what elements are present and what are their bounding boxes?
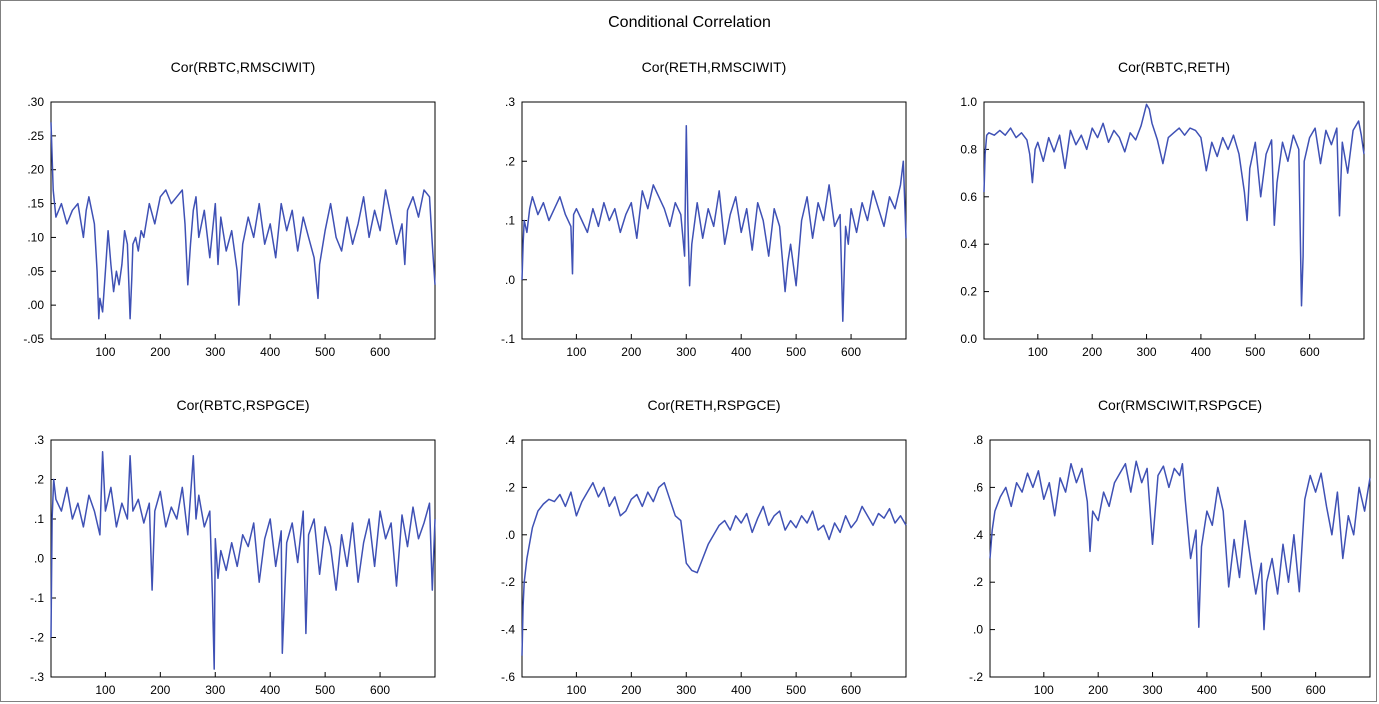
x-tick-label: 500 (315, 345, 335, 359)
y-tick-label: .15 (27, 197, 44, 211)
y-tick-label: .3 (34, 433, 44, 447)
y-tick-label: 0.6 (960, 190, 977, 204)
y-tick-label: .0 (34, 552, 44, 566)
chart-panel-2: Cor(RETH,RMSCIWIT) -.1 .0 .1 .2 .3 100 200 300 40… (501, 59, 907, 359)
y-tick-label: .2 (505, 480, 515, 494)
y-tick-label: 0.0 (960, 332, 977, 346)
series-line (983, 103, 1365, 307)
y-tick-label: .6 (973, 480, 983, 494)
x-tick-label: 400 (1197, 683, 1217, 697)
y-tick-label: -.2 (30, 631, 44, 645)
y-tick-label: -.05 (23, 332, 44, 346)
y-tick-label: -.3 (30, 670, 44, 684)
plot-frame (50, 101, 436, 340)
plot-frame (50, 439, 436, 678)
y-tick-label: .3 (505, 95, 515, 109)
y-tick-label: -.2 (501, 575, 515, 589)
x-tick-label: 400 (1191, 345, 1211, 359)
plot-frame (521, 439, 907, 678)
x-tick-label: 100 (566, 683, 586, 697)
y-tick-label: .10 (27, 230, 44, 244)
x-tick-label: 600 (370, 683, 390, 697)
y-tick-label: -.2 (969, 670, 983, 684)
y-tick-label: .00 (27, 298, 44, 312)
x-tick-label: 600 (841, 345, 861, 359)
y-tick-label: .0 (505, 273, 515, 287)
x-tick-label: 500 (315, 683, 335, 697)
x-tick-label: 500 (1245, 345, 1265, 359)
x-tick-label: 100 (1028, 345, 1048, 359)
x-tick-label: 600 (1306, 683, 1326, 697)
y-tick-label: .4 (973, 528, 983, 542)
y-tick-label: .8 (973, 433, 983, 447)
y-tick-label: .0 (973, 623, 983, 637)
x-tick-label: 200 (150, 683, 170, 697)
x-tick-label: 300 (676, 683, 696, 697)
x-tick-label: 400 (731, 345, 751, 359)
x-tick-label: 200 (1082, 345, 1102, 359)
x-tick-label: 300 (1137, 345, 1157, 359)
x-tick-label: 200 (1088, 683, 1108, 697)
chart-panel-4: Cor(RBTC,RSPGCE) -.3 -.2 -.1 .0 .1 .2 .3 100 200 3… (30, 397, 436, 697)
chart-panel-5: Cor(RETH,RSPGCE) -.6 -.4 -.2 .0 .2 .4 100 200 300… (501, 397, 907, 697)
series-line (521, 124, 907, 322)
x-tick-label: 300 (676, 345, 696, 359)
y-tick-label: .2 (505, 154, 515, 168)
panel-title: Cor(RBTC,RETH) (1118, 59, 1230, 75)
series-line (50, 122, 436, 320)
y-tick-label: .20 (27, 163, 44, 177)
y-tick-label: 0.4 (960, 237, 977, 251)
series-line (50, 451, 436, 670)
y-tick-label: 0.8 (960, 142, 977, 156)
x-tick-label: 300 (205, 345, 225, 359)
panel-title: Cor(RETH,RSPGCE) (647, 397, 780, 413)
series-line (521, 481, 907, 656)
panel-title: Cor(RMSCIWIT,RSPGCE) (1098, 397, 1262, 413)
x-tick-label: 500 (1251, 683, 1271, 697)
y-tick-label: .0 (505, 528, 515, 542)
figure-title: Conditional Correlation (608, 14, 771, 31)
y-tick-label: .1 (505, 214, 515, 228)
x-tick-label: 600 (1300, 345, 1320, 359)
y-tick-label: .30 (27, 95, 44, 109)
y-tick-label: -.6 (501, 670, 515, 684)
chart-panel-3: Cor(RBTC,RETH) 0.0 0.2 0.4 0.6 0.8 1.0 100 200 30… (960, 59, 1365, 359)
panel-title: Cor(RETH,RMSCIWIT) (642, 59, 787, 75)
y-tick-label: .2 (34, 473, 44, 487)
y-tick-label: .25 (27, 129, 44, 143)
y-tick-label: .05 (27, 264, 44, 278)
y-tick-label: -.1 (30, 591, 44, 605)
y-tick-label: 1.0 (960, 95, 977, 109)
x-tick-label: 100 (95, 345, 115, 359)
panel-title: Cor(RBTC,RMSCIWIT) (171, 59, 316, 75)
x-tick-label: 200 (621, 345, 641, 359)
series-line (989, 460, 1371, 631)
y-tick-label: -.1 (501, 332, 515, 346)
x-tick-label: 300 (205, 683, 225, 697)
x-tick-label: 100 (95, 683, 115, 697)
y-tick-label: -.4 (501, 623, 515, 637)
x-tick-label: 200 (150, 345, 170, 359)
x-tick-label: 600 (370, 345, 390, 359)
x-tick-label: 400 (731, 683, 751, 697)
plot-frame (983, 101, 1365, 340)
x-tick-label: 600 (841, 683, 861, 697)
x-tick-label: 400 (260, 683, 280, 697)
y-tick-label: 0.2 (960, 285, 977, 299)
chart-panel-1: Cor(RBTC,RMSCIWIT) -.05 .00 .05 .10 .15 .20 .25… (23, 59, 436, 359)
x-tick-label: 100 (1034, 683, 1054, 697)
y-tick-label: .2 (973, 575, 983, 589)
x-tick-label: 500 (786, 345, 806, 359)
x-tick-label: 300 (1143, 683, 1163, 697)
x-tick-label: 100 (566, 345, 586, 359)
y-tick-label: .1 (34, 512, 44, 526)
x-tick-label: 200 (621, 683, 641, 697)
x-tick-label: 500 (786, 683, 806, 697)
panel-title: Cor(RBTC,RSPGCE) (176, 397, 309, 413)
y-tick-label: .4 (505, 433, 515, 447)
chart-panel-6: Cor(RMSCIWIT,RSPGCE) -.2 .0 .2 .4 .6 .8 100 200 3… (969, 397, 1371, 697)
x-tick-label: 400 (260, 345, 280, 359)
